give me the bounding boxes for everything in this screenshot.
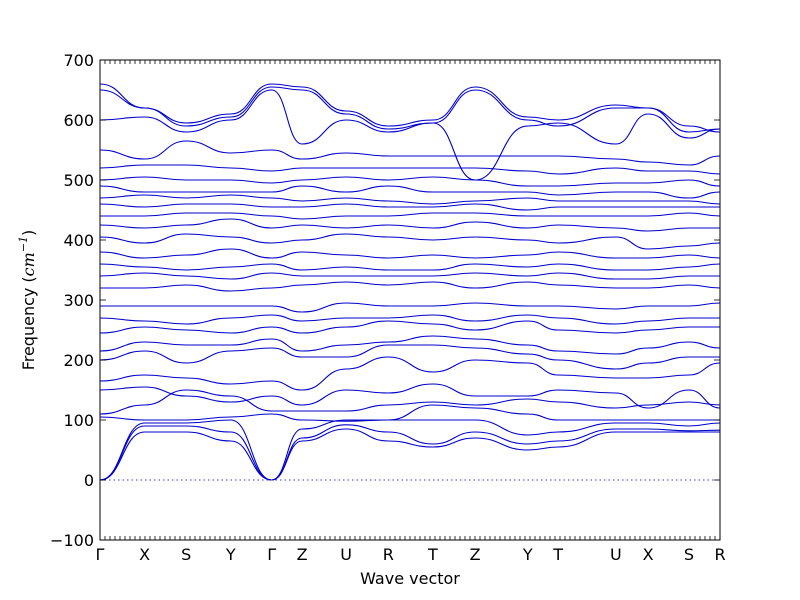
x-tick-label: T (427, 545, 438, 564)
band-26 (99, 89, 721, 181)
y-axis-title-text: Frequency (19, 283, 38, 371)
band-24 (99, 164, 721, 175)
band-9 (99, 335, 721, 355)
y-tick-label: 700 (63, 51, 94, 70)
x-tick-label: X (139, 545, 150, 564)
y-axis-title-close-paren: ) (19, 230, 38, 236)
x-tick-label: Y (522, 545, 533, 564)
band-25 (99, 140, 721, 166)
x-tick-label: X (643, 545, 654, 564)
x-tick-label: Y (225, 545, 236, 564)
band-5 (99, 389, 721, 415)
y-tick-label: 400 (63, 231, 94, 250)
y-tick-label: 100 (63, 411, 94, 430)
y-axis-title: Frequency (cm−1) (17, 230, 38, 371)
x-tick-label: Γ (96, 545, 105, 564)
band-22 (99, 185, 721, 199)
x-tick-label: S (684, 545, 694, 564)
y-axis-title-unit: cm (19, 252, 38, 276)
band-10 (99, 320, 720, 334)
phonon-bands (99, 83, 721, 481)
y-axis-ticks: −100 0 100 200 300 400 500 600 700 (50, 51, 720, 550)
band-1 (99, 428, 720, 481)
band-20 (99, 203, 720, 211)
band-8 (99, 344, 720, 370)
x-tick-label: R (383, 545, 394, 564)
band-4 (99, 404, 720, 422)
y-tick-label: 200 (63, 351, 94, 370)
y-axis-title-exponent: −1 (17, 236, 30, 252)
y-tick-label: −100 (50, 531, 94, 550)
band-6 (99, 383, 721, 409)
x-axis-title: Wave vector (360, 569, 460, 588)
x-tick-label: Γ (267, 545, 276, 564)
band-12 (100, 302, 721, 313)
band-21 (99, 194, 721, 205)
x-tick-label: R (714, 545, 725, 564)
band-16 (99, 248, 721, 259)
x-tick-label: Z (470, 545, 481, 564)
band-28 (99, 83, 721, 133)
x-tick-label: T (552, 545, 563, 564)
y-tick-label: 600 (63, 111, 94, 130)
y-axis-title-open-paren: ( (19, 276, 38, 282)
band-3 (99, 419, 721, 481)
band-2 (99, 424, 721, 481)
band-11 (99, 314, 720, 325)
band-27 (99, 86, 721, 133)
band-23 (99, 176, 721, 187)
band-15 (99, 263, 721, 271)
y-tick-label: 0 (84, 471, 94, 490)
band-14 (99, 272, 720, 280)
x-tick-label: Z (297, 545, 308, 564)
y-tick-label: 500 (63, 171, 94, 190)
x-tick-label: U (610, 545, 622, 564)
x-tick-label: U (340, 545, 352, 564)
x-tick-label: S (181, 545, 191, 564)
band-13 (100, 281, 721, 292)
plot-frame (99, 59, 721, 541)
band-7 (99, 356, 721, 391)
band-18 (99, 218, 720, 232)
band-19 (99, 212, 721, 220)
y-tick-label: 300 (63, 291, 94, 310)
plot-background (100, 60, 720, 540)
band-17 (99, 233, 721, 250)
